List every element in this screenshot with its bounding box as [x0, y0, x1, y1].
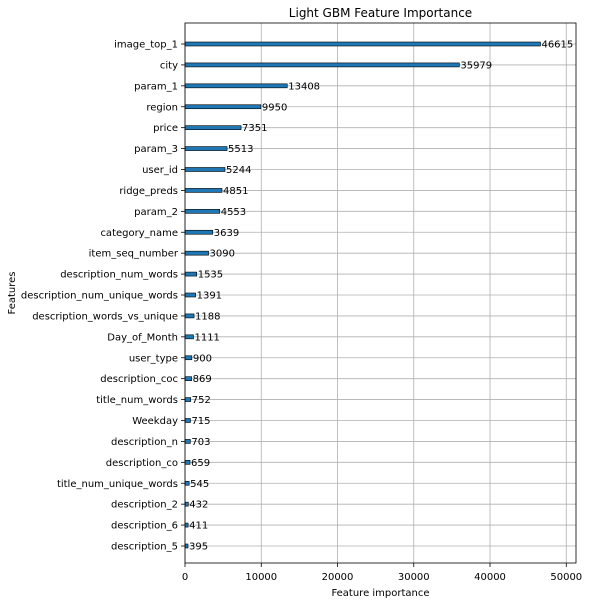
- feature-bar: [184, 188, 223, 193]
- bar-value-label: 752: [192, 395, 211, 406]
- y-tick-label: description_n: [111, 437, 178, 448]
- y-tick-label: region: [146, 102, 178, 113]
- feature-bar: [184, 104, 262, 110]
- y-tick-label: description_coc: [100, 374, 178, 385]
- label-layer: image_top_1 46615 city 35979 param_1 13408 reg…: [21, 40, 573, 553]
- grid-layer: [184, 23, 576, 563]
- feature-bar: [184, 229, 214, 235]
- bar-value-label: 1535: [198, 270, 223, 281]
- feature-bar: [184, 292, 196, 298]
- feature-bar: [184, 146, 228, 151]
- plot-frame: [184, 22, 577, 564]
- bar-value-label: 411: [189, 521, 208, 532]
- y-tick-label: description_6: [111, 521, 178, 532]
- bar-value-label: 545: [190, 479, 209, 490]
- bar-value-label: 703: [191, 437, 210, 448]
- bar-value-label: 1188: [195, 311, 220, 322]
- y-tick-label: description_5: [111, 542, 178, 553]
- y-tick-label: user_type: [129, 353, 178, 364]
- bar-value-label: 432: [189, 500, 208, 511]
- y-tick-label: param_2: [134, 207, 178, 218]
- x-tick-label: 40000: [474, 572, 506, 583]
- y-tick-label: Day_of_Month: [107, 332, 178, 343]
- feature-bar: [184, 83, 288, 89]
- bar-value-label: 1111: [194, 332, 219, 343]
- bar-value-label: 1391: [197, 291, 222, 302]
- y-tick-label: description_num_unique_words: [21, 291, 178, 302]
- bar-value-label: 900: [193, 353, 212, 364]
- x-axis-label: Feature importance: [331, 588, 429, 599]
- bar-value-label: 5513: [228, 144, 253, 155]
- y-tick-label: price: [153, 123, 178, 134]
- feature-bar: [184, 167, 226, 172]
- feature-bar: [184, 439, 191, 444]
- y-tick-label: title_num_unique_words: [57, 479, 178, 490]
- feature-bar: [184, 376, 192, 381]
- y-tick-label: description_co: [106, 458, 178, 469]
- y-tick-label: description_words_vs_unique: [32, 311, 178, 322]
- feature-bar: [184, 501, 189, 507]
- y-tick-label: description_num_words: [60, 270, 178, 281]
- bar-value-label: 715: [191, 416, 210, 427]
- bar-value-label: 395: [189, 542, 208, 553]
- y-tick-label: description_2: [111, 500, 178, 511]
- bar-value-label: 869: [193, 374, 212, 385]
- y-tick-label: ridge_preds: [119, 186, 178, 197]
- y-axis-label: Features: [7, 272, 18, 315]
- feature-bar: [184, 397, 192, 402]
- feature-bar: [184, 62, 460, 68]
- y-tick-label: param_1: [134, 81, 178, 92]
- bar-value-label: 7351: [242, 123, 267, 134]
- bar-value-label: 3639: [214, 228, 239, 239]
- bar-layer: [184, 41, 541, 549]
- x-tick-label: 50000: [550, 572, 582, 583]
- bar-value-label: 4553: [221, 207, 246, 218]
- feature-bar: [184, 209, 221, 214]
- chart-title: Light GBM Feature Importance: [289, 6, 472, 20]
- y-tick-label: category_name: [100, 228, 178, 239]
- y-tick-label: user_id: [142, 165, 178, 176]
- feature-bar: [184, 334, 194, 340]
- bar-value-label: 5244: [226, 165, 251, 176]
- y-tick-label: item_seq_number: [89, 249, 179, 260]
- feature-bar: [184, 522, 189, 528]
- x-tick-label: 30000: [398, 572, 430, 583]
- axis-layer: 0 10000 20000 30000 40000 50000: [181, 22, 582, 583]
- bar-value-label: 4851: [223, 186, 248, 197]
- y-tick-label: param_3: [134, 144, 178, 155]
- x-tick-label: 10000: [245, 572, 277, 583]
- feature-bar: [184, 271, 198, 277]
- x-tick-label: 0: [182, 572, 188, 583]
- feature-bar: [184, 480, 190, 486]
- x-tick-label: 20000: [322, 572, 354, 583]
- y-tick-label: title_num_words: [96, 395, 178, 406]
- bar-value-label: 13408: [288, 81, 320, 92]
- feature-bar: [184, 313, 195, 319]
- y-tick-label: image_top_1: [114, 40, 178, 51]
- feature-bar: [184, 125, 242, 130]
- bar-value-label: 3090: [210, 249, 235, 260]
- feature-bar: [184, 543, 189, 549]
- bar-value-label: 46615: [541, 40, 573, 51]
- y-tick-label: city: [160, 60, 178, 71]
- feature-bar: [184, 418, 191, 423]
- feature-bar: [184, 250, 209, 256]
- bar-value-label: 659: [191, 458, 210, 469]
- feature-bar: [184, 41, 541, 47]
- feature-bar: [184, 460, 191, 465]
- bar-value-label: 35979: [460, 60, 492, 71]
- bar-value-label: 9950: [262, 102, 287, 113]
- feature-bar: [184, 355, 193, 361]
- y-tick-label: Weekday: [132, 416, 178, 427]
